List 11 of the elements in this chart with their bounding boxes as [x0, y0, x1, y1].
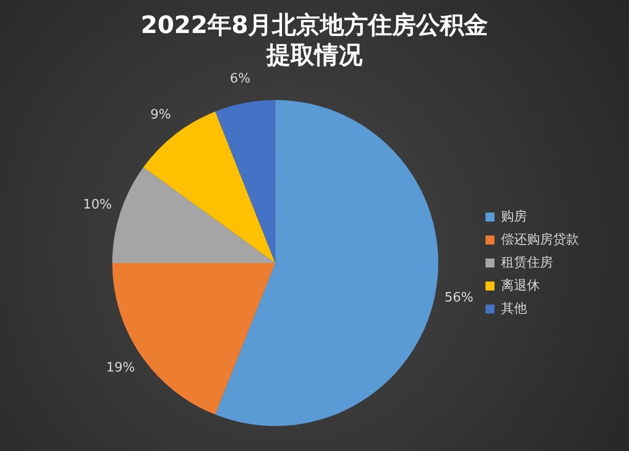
- data-label: 19%: [106, 360, 136, 376]
- legend-label: 偿还购房贷款: [501, 231, 579, 248]
- data-label: 56%: [444, 290, 474, 306]
- legend-label: 租赁住房: [501, 254, 553, 270]
- data-label: 6%: [230, 72, 251, 87]
- data-label: 10%: [82, 198, 112, 213]
- legend-label: 离退休: [501, 277, 540, 294]
- data-label: 9%: [150, 108, 171, 123]
- legend-label: 其他: [501, 301, 527, 316]
- legend-label: 购房: [501, 208, 527, 224]
- chart-title: 2022年8月北京地方住房公积金提取情况: [140, 10, 490, 70]
